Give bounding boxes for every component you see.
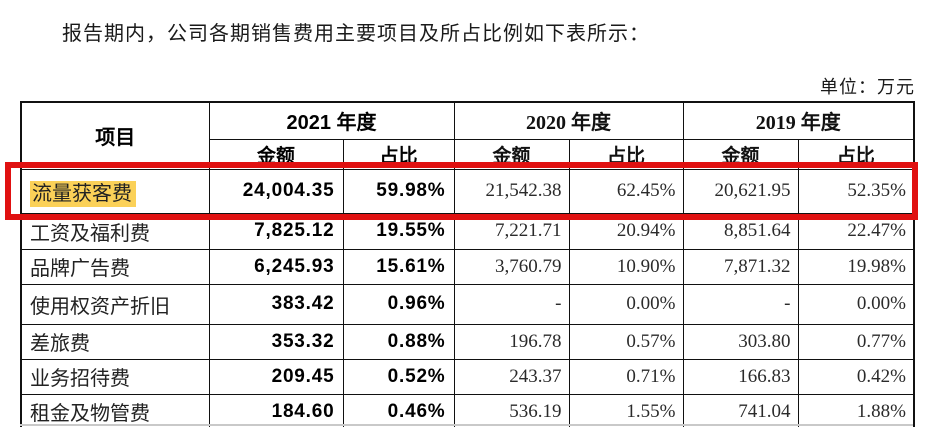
amount-2020-cell: 536.19	[453, 393, 570, 427]
column-header-year-2019: 2019 年度	[682, 101, 915, 140]
ratio-2021-cell: 0.52%	[342, 358, 455, 395]
table-row-traffic-acquisition: 流量获客费 24,004.35 59.98% 21,542.38 62.45% …	[20, 168, 915, 214]
table-row-business-entertainment: 业务招待费 209.45 0.52% 243.37 0.71% 166.83 0…	[20, 358, 915, 395]
ratio-2021-cell: 19.55%	[342, 212, 455, 250]
header-row-years: 项目 2021 年度 2020 年度 2019 年度	[20, 101, 915, 170]
row-label-cell: 使用权资产折旧	[20, 283, 210, 325]
ratio-2020-cell: 0.57%	[568, 323, 684, 360]
ratio-2020-cell: 0.00%	[568, 283, 684, 325]
subheader-ratio-2020: 占比	[568, 138, 684, 170]
subheader-amount-2019: 金额	[682, 138, 799, 170]
ratio-2019-cell: 0.42%	[797, 358, 915, 395]
row-label-cell: 业务招待费	[20, 358, 210, 395]
ratio-2021-cell: 0.96%	[342, 283, 455, 325]
clipped-row-divider	[20, 424, 913, 426]
row-label-cell: 工资及福利费	[20, 212, 210, 250]
amount-2020-cell: 7,221.71	[453, 212, 570, 250]
amount-2020-cell: 21,542.38	[453, 168, 570, 214]
amount-2021-cell: 184.60	[208, 393, 344, 427]
amount-2020-cell: 243.37	[453, 358, 570, 395]
amount-2020-cell: -	[453, 283, 570, 325]
amount-2019-cell: 166.83	[682, 358, 799, 395]
column-header-item: 项目	[20, 101, 210, 170]
amount-2019-cell: 303.80	[682, 323, 799, 360]
ratio-2020-cell: 0.71%	[568, 358, 684, 395]
amount-2020-cell: 3,760.79	[453, 248, 570, 285]
table-row-salary-welfare: 工资及福利费 7,825.12 19.55% 7,221.71 20.94% 8…	[20, 212, 915, 250]
amount-2019-cell: 8,851.64	[682, 212, 799, 250]
table-row-brand-advertising: 品牌广告费 6,245.93 15.61% 3,760.79 10.90% 7,…	[20, 248, 915, 285]
table-row-rent-property: 租金及物管费 184.60 0.46% 536.19 1.55% 741.04 …	[20, 393, 915, 427]
row-label-cell: 租金及物管费	[20, 393, 210, 427]
subheader-ratio-2019: 占比	[797, 138, 915, 170]
ratio-2021-cell: 0.46%	[342, 393, 455, 427]
ratio-2021-cell: 59.98%	[342, 168, 455, 214]
amount-2021-cell: 209.45	[208, 358, 344, 395]
ratio-2019-cell: 19.98%	[797, 248, 915, 285]
amount-2021-cell: 24,004.35	[208, 168, 344, 214]
table-row-travel-expense: 差旅费 353.32 0.88% 196.78 0.57% 303.80 0.7…	[20, 323, 915, 360]
ratio-2019-cell: 52.35%	[797, 168, 915, 214]
amount-2019-cell: 7,871.32	[682, 248, 799, 285]
ratio-2020-cell: 1.55%	[568, 393, 684, 427]
amount-2019-cell: -	[682, 283, 799, 325]
ratio-2020-cell: 10.90%	[568, 248, 684, 285]
ratio-2020-cell: 62.45%	[568, 168, 684, 214]
ratio-2019-cell: 22.47%	[797, 212, 915, 250]
subheader-amount-2021: 金额	[208, 138, 344, 170]
subheader-amount-2020: 金额	[453, 138, 570, 170]
yellow-highlight: 流量获客费	[30, 180, 136, 207]
ratio-2021-cell: 15.61%	[342, 248, 455, 285]
amount-2020-cell: 196.78	[453, 323, 570, 360]
row-label-cell: 流量获客费	[20, 168, 210, 214]
amount-2021-cell: 383.42	[208, 283, 344, 325]
row-label-cell: 品牌广告费	[20, 248, 210, 285]
intro-paragraph: 报告期内，公司各期销售费用主要项目及所占比例如下表所示：	[62, 23, 650, 45]
column-header-year-2021: 2021 年度	[208, 101, 455, 140]
row-label-cell: 差旅费	[20, 323, 210, 360]
amount-2021-cell: 7,825.12	[208, 212, 344, 250]
subheader-ratio-2021: 占比	[342, 138, 455, 170]
amount-2021-cell: 6,245.93	[208, 248, 344, 285]
ratio-2019-cell: 0.77%	[797, 323, 915, 360]
unit-label: 单位：万元	[820, 77, 915, 97]
column-header-year-2020: 2020 年度	[453, 101, 684, 140]
ratio-2021-cell: 0.88%	[342, 323, 455, 360]
table-row-right-of-use-depreciation: 使用权资产折旧 383.42 0.96% - 0.00% - 0.00%	[20, 283, 915, 325]
sales-expense-table: 项目 2021 年度 2020 年度 2019 年度 金额 占比 金额 占比 金…	[20, 101, 915, 427]
ratio-2020-cell: 20.94%	[568, 212, 684, 250]
amount-2019-cell: 741.04	[682, 393, 799, 427]
amount-2021-cell: 353.32	[208, 323, 344, 360]
ratio-2019-cell: 0.00%	[797, 283, 915, 325]
ratio-2019-cell: 1.88%	[797, 393, 915, 427]
amount-2019-cell: 20,621.95	[682, 168, 799, 214]
